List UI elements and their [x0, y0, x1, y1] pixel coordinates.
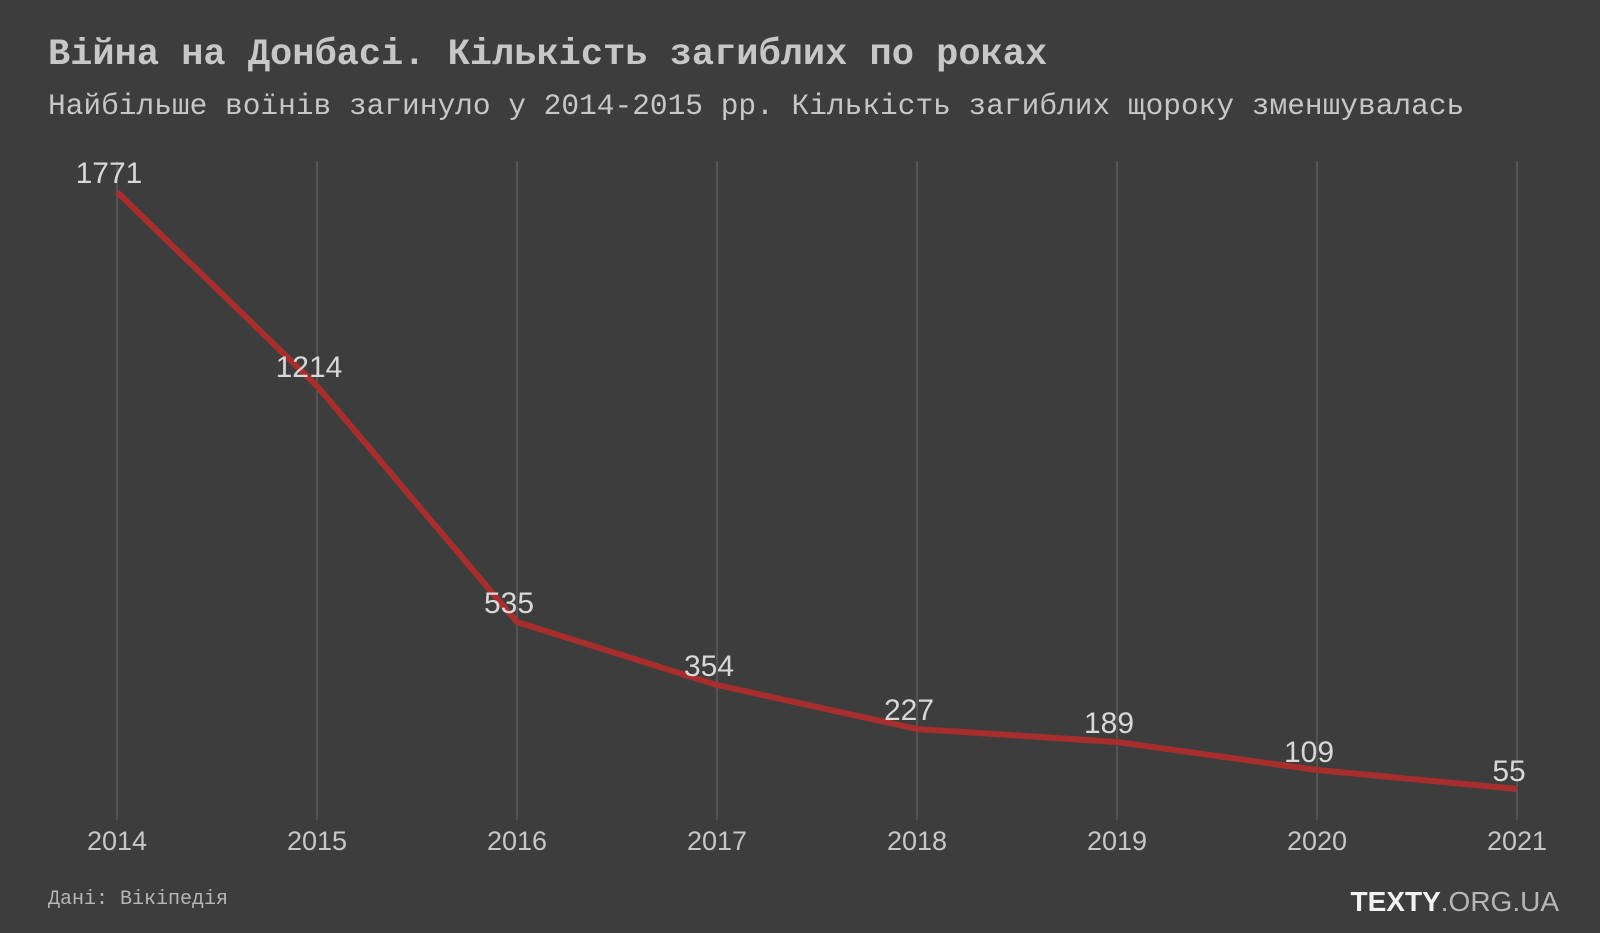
- svg-text:2016: 2016: [487, 826, 547, 856]
- svg-text:189: 189: [1084, 707, 1134, 740]
- svg-text:2018: 2018: [887, 826, 947, 856]
- svg-text:2019: 2019: [1087, 826, 1147, 856]
- svg-text:1771: 1771: [76, 157, 143, 190]
- svg-text:2020: 2020: [1287, 826, 1347, 856]
- svg-text:354: 354: [684, 650, 734, 683]
- svg-text:535: 535: [484, 587, 534, 620]
- svg-text:109: 109: [1284, 736, 1334, 769]
- svg-text:2014: 2014: [87, 826, 147, 856]
- svg-text:2015: 2015: [287, 826, 347, 856]
- svg-text:1214: 1214: [276, 351, 343, 384]
- svg-text:2017: 2017: [687, 826, 747, 856]
- svg-text:2021: 2021: [1487, 826, 1547, 856]
- svg-text:227: 227: [884, 694, 934, 727]
- svg-text:55: 55: [1492, 755, 1525, 788]
